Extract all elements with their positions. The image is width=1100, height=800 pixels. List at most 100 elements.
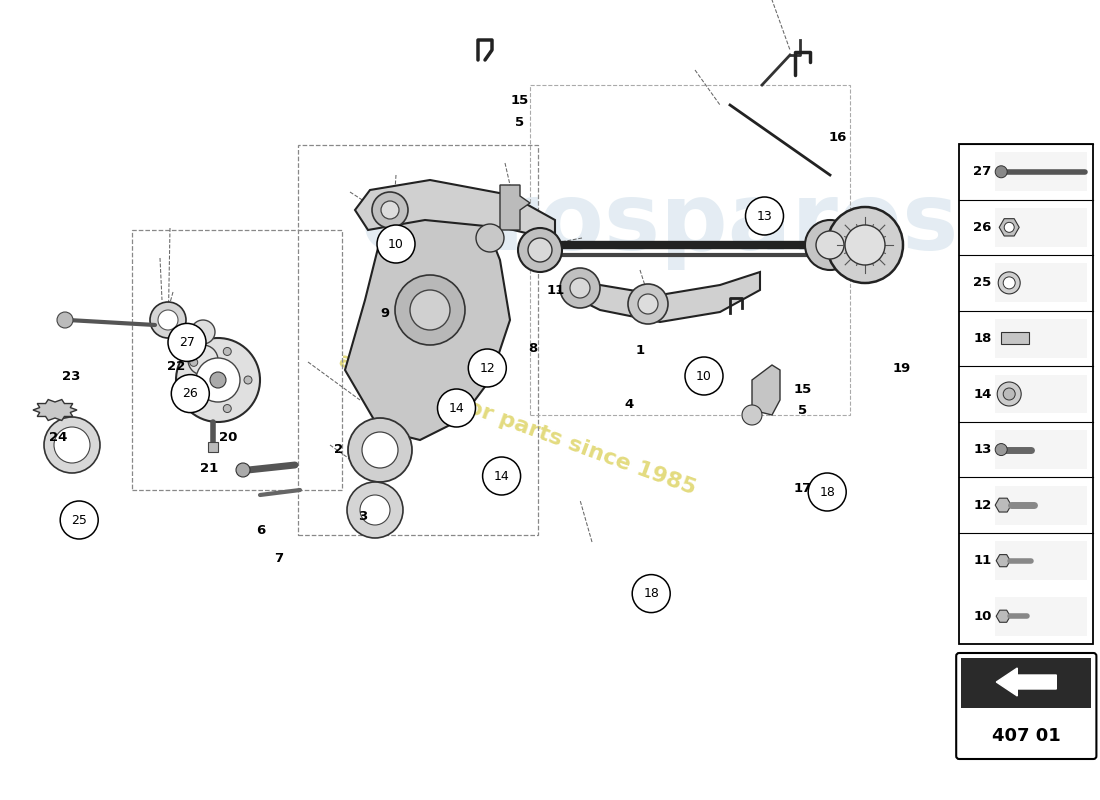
Text: 18: 18 (820, 486, 835, 498)
Circle shape (377, 225, 415, 263)
Polygon shape (33, 399, 77, 421)
Text: 17: 17 (794, 482, 812, 494)
Polygon shape (570, 272, 760, 322)
Circle shape (54, 427, 90, 463)
Bar (996, 263, 1088, 302)
Polygon shape (345, 190, 510, 440)
Polygon shape (1001, 333, 1030, 345)
Text: 26: 26 (183, 387, 198, 400)
Text: 18: 18 (644, 587, 659, 600)
Polygon shape (752, 365, 780, 415)
Circle shape (60, 501, 98, 539)
Circle shape (348, 418, 412, 482)
Text: 4: 4 (625, 398, 634, 410)
Text: 12: 12 (480, 362, 495, 374)
Text: 26: 26 (974, 221, 991, 234)
Circle shape (189, 358, 198, 366)
Polygon shape (500, 185, 530, 230)
Text: 10: 10 (388, 238, 404, 250)
Text: 14: 14 (974, 387, 991, 401)
Circle shape (1003, 277, 1015, 289)
Circle shape (560, 268, 600, 308)
Text: 6: 6 (256, 524, 265, 537)
Text: 5: 5 (799, 404, 807, 417)
Circle shape (746, 197, 783, 235)
Text: 16: 16 (829, 131, 847, 144)
Text: 10: 10 (974, 610, 991, 622)
Bar (996, 152, 1088, 191)
Circle shape (518, 228, 562, 272)
Circle shape (210, 372, 225, 388)
Bar (959, 144, 1093, 644)
Circle shape (998, 272, 1020, 294)
Circle shape (410, 290, 450, 330)
Bar (996, 542, 1088, 580)
Text: 11: 11 (547, 284, 564, 297)
Circle shape (742, 405, 762, 425)
Bar (996, 319, 1088, 358)
Text: 13: 13 (974, 443, 991, 456)
Circle shape (223, 405, 231, 413)
Circle shape (808, 473, 846, 511)
Circle shape (628, 284, 668, 324)
Text: 7: 7 (274, 552, 283, 565)
Circle shape (44, 417, 100, 473)
Circle shape (223, 347, 231, 355)
Circle shape (346, 482, 403, 538)
Bar (961, 658, 1091, 708)
Bar (996, 597, 1088, 636)
Bar (530, 85, 850, 415)
Bar (208, 442, 218, 452)
Bar (298, 145, 538, 535)
Circle shape (395, 275, 465, 345)
Circle shape (150, 302, 186, 338)
Text: 27: 27 (179, 336, 195, 349)
Circle shape (172, 374, 209, 413)
Bar (996, 486, 1088, 525)
Text: 5: 5 (515, 116, 524, 129)
Circle shape (996, 443, 1008, 455)
Circle shape (845, 225, 886, 265)
Circle shape (158, 310, 178, 330)
Text: 9: 9 (381, 307, 389, 320)
Circle shape (1003, 388, 1015, 400)
Text: 14: 14 (449, 402, 464, 414)
Text: 23: 23 (63, 370, 80, 382)
Circle shape (168, 323, 206, 362)
Circle shape (244, 376, 252, 384)
Polygon shape (996, 498, 1011, 512)
Polygon shape (355, 180, 556, 240)
Circle shape (236, 463, 250, 477)
Circle shape (191, 320, 214, 344)
Text: 25: 25 (72, 514, 87, 526)
Text: 1: 1 (636, 344, 645, 357)
Text: 11: 11 (974, 554, 991, 567)
Text: 15: 15 (510, 94, 528, 106)
Text: 21: 21 (200, 462, 218, 474)
Circle shape (476, 224, 504, 252)
Bar (996, 208, 1088, 246)
Polygon shape (999, 218, 1020, 236)
Text: 15: 15 (794, 383, 812, 396)
Text: 407 01: 407 01 (992, 727, 1060, 745)
Text: 20: 20 (219, 431, 236, 444)
Circle shape (570, 278, 590, 298)
Circle shape (188, 345, 218, 375)
Bar (132, 230, 342, 490)
Circle shape (805, 220, 855, 270)
Text: 3: 3 (359, 510, 367, 522)
Circle shape (438, 389, 475, 427)
Polygon shape (997, 610, 1010, 622)
Circle shape (685, 357, 723, 395)
Text: 10: 10 (696, 370, 712, 382)
Text: a passion for parts since 1985: a passion for parts since 1985 (336, 350, 698, 498)
Circle shape (528, 238, 552, 262)
Text: 25: 25 (974, 276, 991, 290)
Text: 8: 8 (528, 342, 537, 354)
Circle shape (362, 432, 398, 468)
Circle shape (816, 231, 844, 259)
Circle shape (827, 207, 903, 283)
Circle shape (176, 338, 260, 422)
Circle shape (196, 358, 240, 402)
Circle shape (998, 382, 1021, 406)
